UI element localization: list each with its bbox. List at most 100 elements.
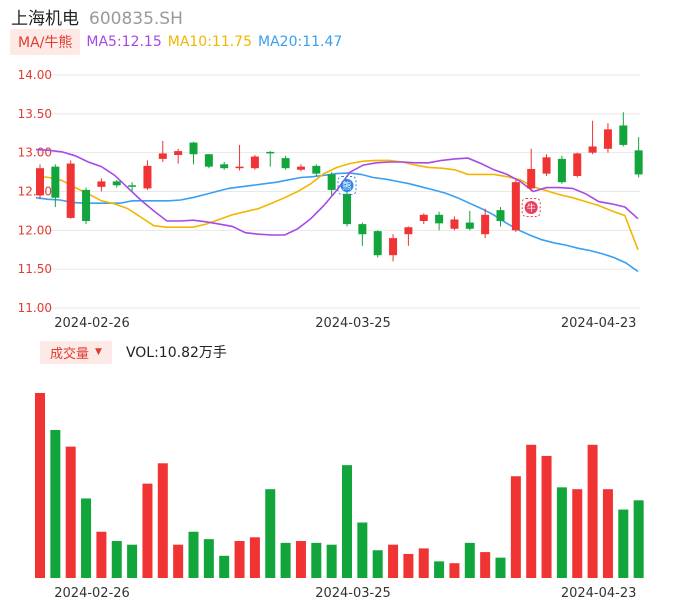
volume-bar [357,522,368,578]
candle-up [174,151,183,155]
y-tick-label: 11.00 [18,301,52,315]
volume-bar [111,541,122,578]
volume-bar [173,544,184,578]
volume-bar [142,483,153,578]
candle-down [373,231,382,256]
signal-marker-label: 熊 [342,180,351,192]
y-tick-label: 12.00 [18,223,52,237]
candle-up [481,214,490,235]
y-tick-label: 11.50 [18,262,52,276]
volume-bar [633,500,644,578]
volume-bar [526,444,537,578]
volume-bar [249,537,260,578]
x-tick-label: 2024-02-26 [54,316,130,331]
ma-type-selector[interactable]: MA/牛熊 [10,29,81,55]
candle-up [250,156,259,169]
volume-indicator-selector[interactable]: 成交量 ▼ [40,340,112,364]
candle-down [327,174,336,190]
ma20-legend: MA20:11.47 [258,34,343,50]
volume-bar [127,544,138,578]
ma5-line [35,148,639,236]
volume-legend-row: 成交量 ▼ VOL:10.82万手 [40,340,227,364]
candle-down [189,142,198,155]
candle-up [511,182,520,231]
volume-bar [388,544,399,578]
volume-bar [234,541,245,578]
volume-bar [495,557,506,578]
candle-down [220,164,229,169]
signal-marker-label: 牛 [527,202,536,214]
ma10-line [35,159,639,251]
volume-bar [618,509,629,578]
volume-value: VOL:10.82万手 [125,345,227,361]
candle-up [404,227,413,235]
ma-legend-row: MA/牛熊 MA5:12.15 MA10:11.75 MA20:11.47 [10,29,342,55]
volume-bar [556,487,567,578]
candle-up [158,153,167,159]
signal-marker [340,179,354,192]
volume-bar [203,539,214,578]
candle-up [603,129,612,149]
caret-down-icon: ▼ [95,347,102,357]
candle-down [343,193,351,225]
candle-up [235,166,244,169]
volume-bar [418,548,429,578]
candle-down [281,158,290,169]
ma5-legend: MA5:12.15 [86,34,162,50]
signal-marker [524,201,538,214]
candle-up [542,157,551,174]
candle-down [435,214,444,224]
volume-bar [219,555,230,578]
y-tick-label: 13.00 [18,146,52,160]
volume-bar [403,553,414,578]
candle-up [97,181,106,187]
stock-code: 600835.SH [89,9,183,29]
volume-bar [372,550,383,578]
volume-bar [35,393,45,578]
candle-up [527,168,536,189]
ma20-line [35,172,639,273]
volume-bar [541,455,552,578]
candle-down [312,165,321,174]
ma10-legend: MA10:11.75 [167,34,253,50]
volume-bar [157,463,168,578]
volume-bar [572,489,583,578]
signal-marker-frame [521,198,541,217]
candle-up [66,163,75,218]
volume-bar [81,498,92,578]
candle-down [619,125,628,145]
candle-down [266,151,275,154]
candle-down [82,189,91,222]
volume-bar [295,541,306,578]
candle-up [588,146,597,153]
candle-up [143,165,152,189]
volume-bar [510,476,521,578]
x-tick-label: 2024-04-23 [561,316,637,331]
candle-down [634,150,643,175]
stock-header: 上海机电 600835.SH [11,4,183,29]
y-tick-label: 13.50 [18,107,52,121]
volume-bar [342,465,352,578]
volume-x-tick-label: 2024-03-25 [315,586,391,601]
volume-bar [326,544,337,578]
y-tick-label: 12.50 [18,185,52,199]
volume-bar [96,531,107,578]
candle-up [389,238,398,256]
candle-down [496,210,505,222]
candle-up [36,168,44,196]
stock-name: 上海机电 [11,9,79,29]
candle-down [204,154,213,167]
candle-up [419,214,428,222]
volume-bar [602,489,613,578]
volume-bar [464,542,475,578]
candle-down [128,185,137,187]
volume-x-tick-label: 2024-04-23 [561,586,637,601]
volume-bar [265,489,276,578]
candle-down [358,224,367,235]
candle-down [557,158,566,183]
candle-up [296,166,305,170]
candle-down [51,166,60,198]
volume-bar [188,531,199,578]
signal-marker-frame [337,176,357,195]
